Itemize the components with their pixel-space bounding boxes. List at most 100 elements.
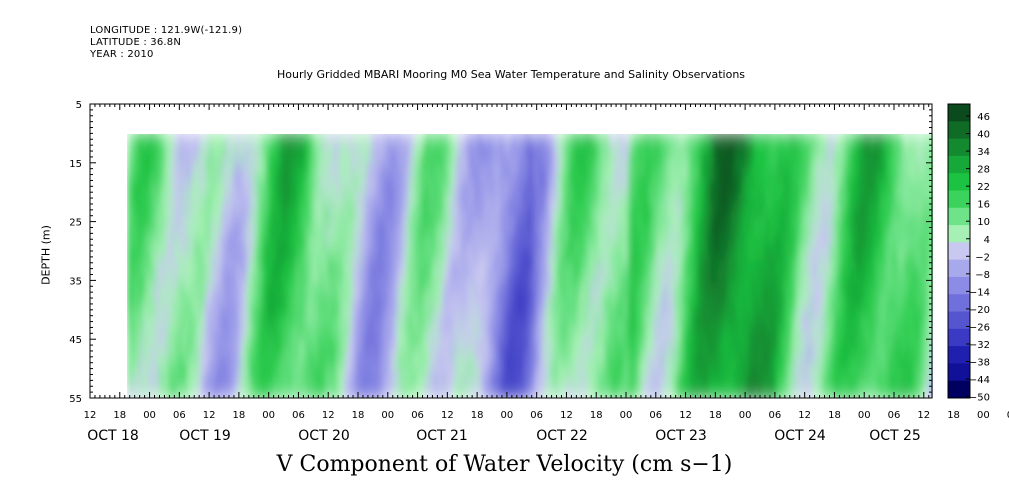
heatmap-cell (328, 374, 333, 381)
heatmap-cell (410, 260, 415, 267)
heatmap-cell (292, 314, 296, 321)
heatmap-cell (189, 218, 194, 225)
heatmap-cell (146, 380, 151, 387)
heatmap-cell (295, 296, 300, 303)
heatmap-cell (305, 170, 310, 177)
heatmap-cell (480, 278, 484, 285)
heatmap-cell (493, 350, 498, 357)
heatmap-cell (183, 284, 187, 291)
heatmap-cell (430, 326, 435, 333)
heatmap-cell (338, 260, 343, 267)
heatmap-cell (275, 266, 280, 273)
heatmap-cell (354, 260, 359, 267)
heatmap-cell (433, 266, 438, 273)
heatmap-cell (460, 134, 465, 141)
heatmap-cell (384, 380, 389, 387)
heatmap-cell (268, 338, 273, 345)
heatmap-cell (245, 392, 250, 398)
heatmap-cell (136, 242, 141, 249)
heatmap-cell (298, 314, 303, 321)
heatmap-cell (295, 242, 300, 249)
heatmap-cell (196, 320, 201, 327)
heatmap-cell (146, 374, 151, 381)
heatmap-cell (219, 218, 224, 225)
heatmap-cell (288, 356, 293, 363)
heatmap-cell (295, 248, 300, 255)
heatmap-cell (374, 278, 379, 285)
heatmap-cell (420, 338, 425, 345)
heatmap-cell (476, 350, 481, 357)
heatmap-cell (384, 254, 389, 261)
heatmap-cell (473, 338, 478, 345)
heatmap-cell (196, 164, 201, 171)
heatmap-cell (453, 242, 458, 249)
heatmap-cell (133, 344, 138, 351)
heatmap-cell (318, 164, 323, 171)
heatmap-cell (298, 308, 303, 315)
heatmap-cell (136, 200, 141, 207)
heatmap-cell (453, 320, 458, 327)
heatmap-cell (476, 242, 481, 249)
heatmap-cell (245, 278, 250, 285)
heatmap-cell (262, 350, 267, 357)
heatmap-cell (173, 242, 178, 249)
heatmap-cell (424, 224, 428, 231)
heatmap-cell (146, 170, 151, 177)
heatmap-cell (407, 206, 412, 213)
heatmap-cell (410, 152, 415, 159)
heatmap-cell (222, 290, 227, 297)
heatmap-cell (140, 230, 145, 237)
heatmap-cell (143, 176, 148, 183)
heatmap-cell (202, 236, 207, 243)
heatmap-cell (371, 164, 376, 171)
heatmap-cell (480, 176, 484, 183)
heatmap-cell (466, 254, 471, 261)
heatmap-cell (338, 320, 343, 327)
heatmap-cell (371, 146, 376, 153)
heatmap-cell (377, 254, 382, 261)
heatmap-cell (278, 152, 283, 159)
heatmap-cell (463, 362, 468, 369)
heatmap-cell (407, 188, 412, 195)
heatmap-cell (295, 308, 300, 315)
heatmap-cell (450, 362, 455, 369)
heatmap-cell (222, 152, 227, 159)
heatmap-cell (252, 332, 257, 339)
heatmap-cell (328, 272, 333, 279)
heatmap-cell (282, 380, 286, 387)
heatmap-cell (341, 380, 346, 387)
heatmap-cell (341, 194, 346, 201)
heatmap-cell (351, 236, 356, 243)
heatmap-cell (262, 302, 267, 309)
heatmap-cell (410, 200, 415, 207)
heatmap-cell (404, 164, 409, 171)
heatmap-cell (348, 314, 352, 321)
heatmap-cell (499, 188, 504, 195)
heatmap-cell (235, 260, 240, 267)
heatmap-cell (196, 326, 201, 333)
heatmap-cell (367, 320, 372, 327)
heatmap-cell (255, 236, 260, 243)
heatmap-cell (473, 200, 478, 207)
heatmap-cell (453, 302, 458, 309)
heatmap-cell (282, 158, 286, 165)
heatmap-cell (173, 182, 178, 189)
heatmap-cell (361, 308, 366, 315)
heatmap-cell (229, 284, 234, 291)
heatmap-cell (229, 326, 234, 333)
heatmap-cell (305, 392, 310, 398)
heatmap-cell (127, 188, 131, 195)
heatmap-cell (377, 218, 382, 225)
heatmap-cell (292, 308, 296, 315)
heatmap-cell (219, 284, 224, 291)
heatmap-cell (262, 314, 267, 321)
heatmap-cell (400, 152, 405, 159)
heatmap-cell (331, 278, 336, 285)
heatmap-cell (127, 236, 131, 243)
heatmap-cell (400, 356, 405, 363)
heatmap-cell (457, 362, 461, 369)
heatmap-cell (176, 164, 181, 171)
heatmap-cell (361, 374, 366, 381)
heatmap-cell (156, 362, 161, 369)
heatmap-cell (166, 152, 171, 159)
